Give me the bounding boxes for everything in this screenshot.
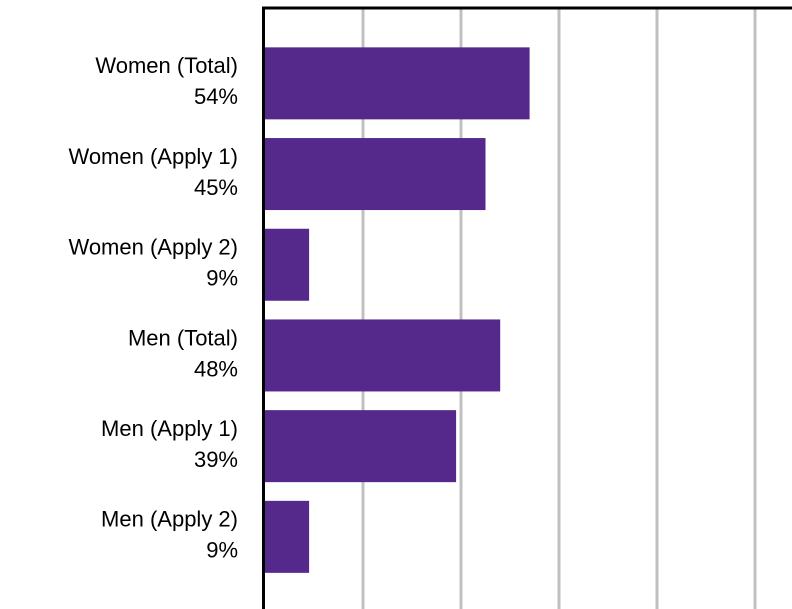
category-label: Men (Apply 2) bbox=[101, 507, 238, 532]
value-label: 39% bbox=[194, 447, 238, 472]
category-label: Men (Total) bbox=[128, 325, 238, 350]
bar bbox=[265, 138, 486, 211]
category-label: Women (Apply 1) bbox=[68, 144, 238, 169]
bar bbox=[265, 47, 530, 120]
value-label: 9% bbox=[206, 538, 238, 563]
value-label: 54% bbox=[194, 84, 238, 109]
bar bbox=[265, 410, 457, 483]
category-label: Women (Apply 2) bbox=[68, 235, 238, 260]
bar bbox=[265, 319, 501, 392]
category-label: Women (Total) bbox=[95, 53, 238, 78]
value-label: 45% bbox=[194, 175, 238, 200]
bar bbox=[265, 228, 310, 301]
bar bbox=[265, 500, 310, 573]
category-label: Men (Apply 1) bbox=[101, 416, 238, 441]
value-label: 9% bbox=[206, 266, 238, 291]
value-label: 48% bbox=[194, 356, 238, 381]
